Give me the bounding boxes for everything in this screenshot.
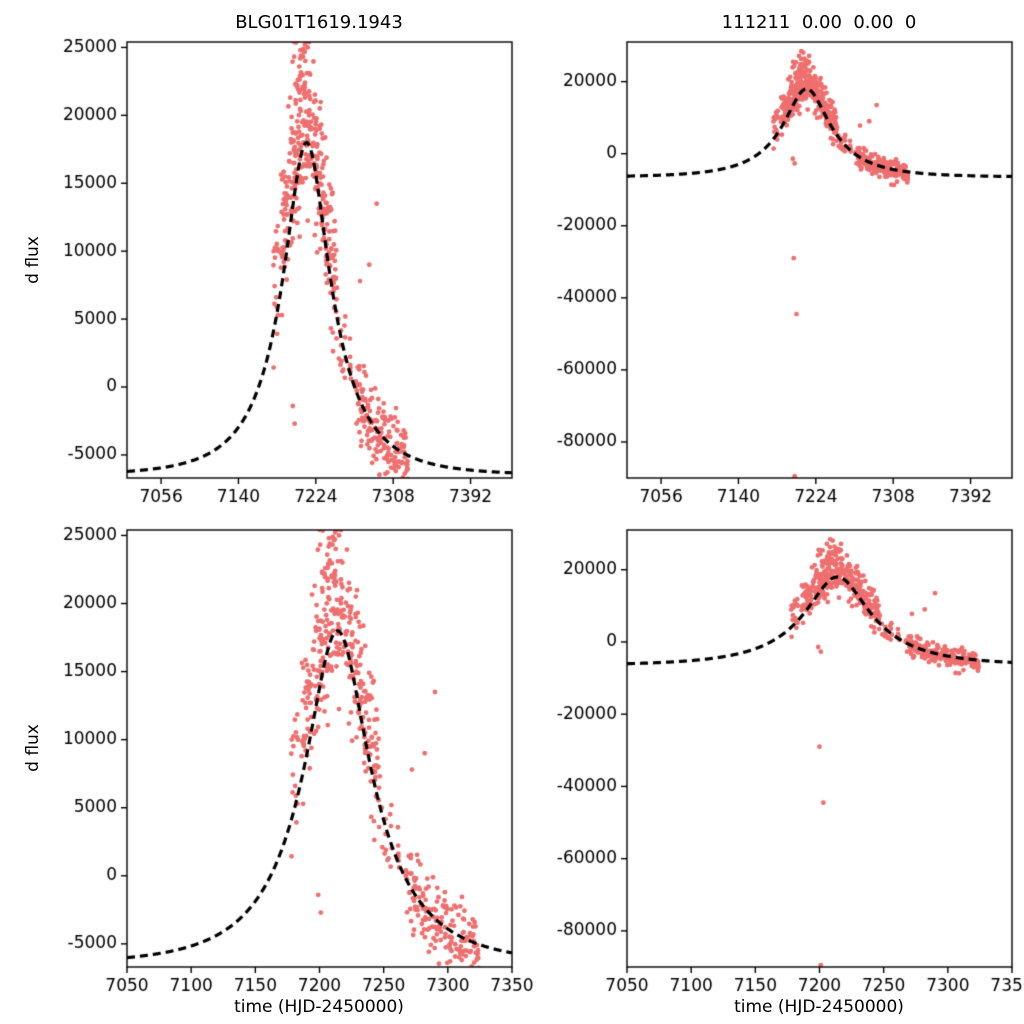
y-axis-label-top-left: d flux bbox=[23, 236, 43, 284]
x-axis-label-bottom-left: time (HJD-2450000) bbox=[234, 997, 404, 1017]
y-axis-label-bottom-left: d flux bbox=[23, 724, 43, 772]
panel-title-top-right: 111211 0.00 0.00 0 bbox=[721, 12, 917, 33]
x-axis-label-bottom-right: time (HJD-2450000) bbox=[734, 997, 904, 1017]
panel-title-top-left: BLG01T1619.1943 bbox=[235, 12, 403, 33]
